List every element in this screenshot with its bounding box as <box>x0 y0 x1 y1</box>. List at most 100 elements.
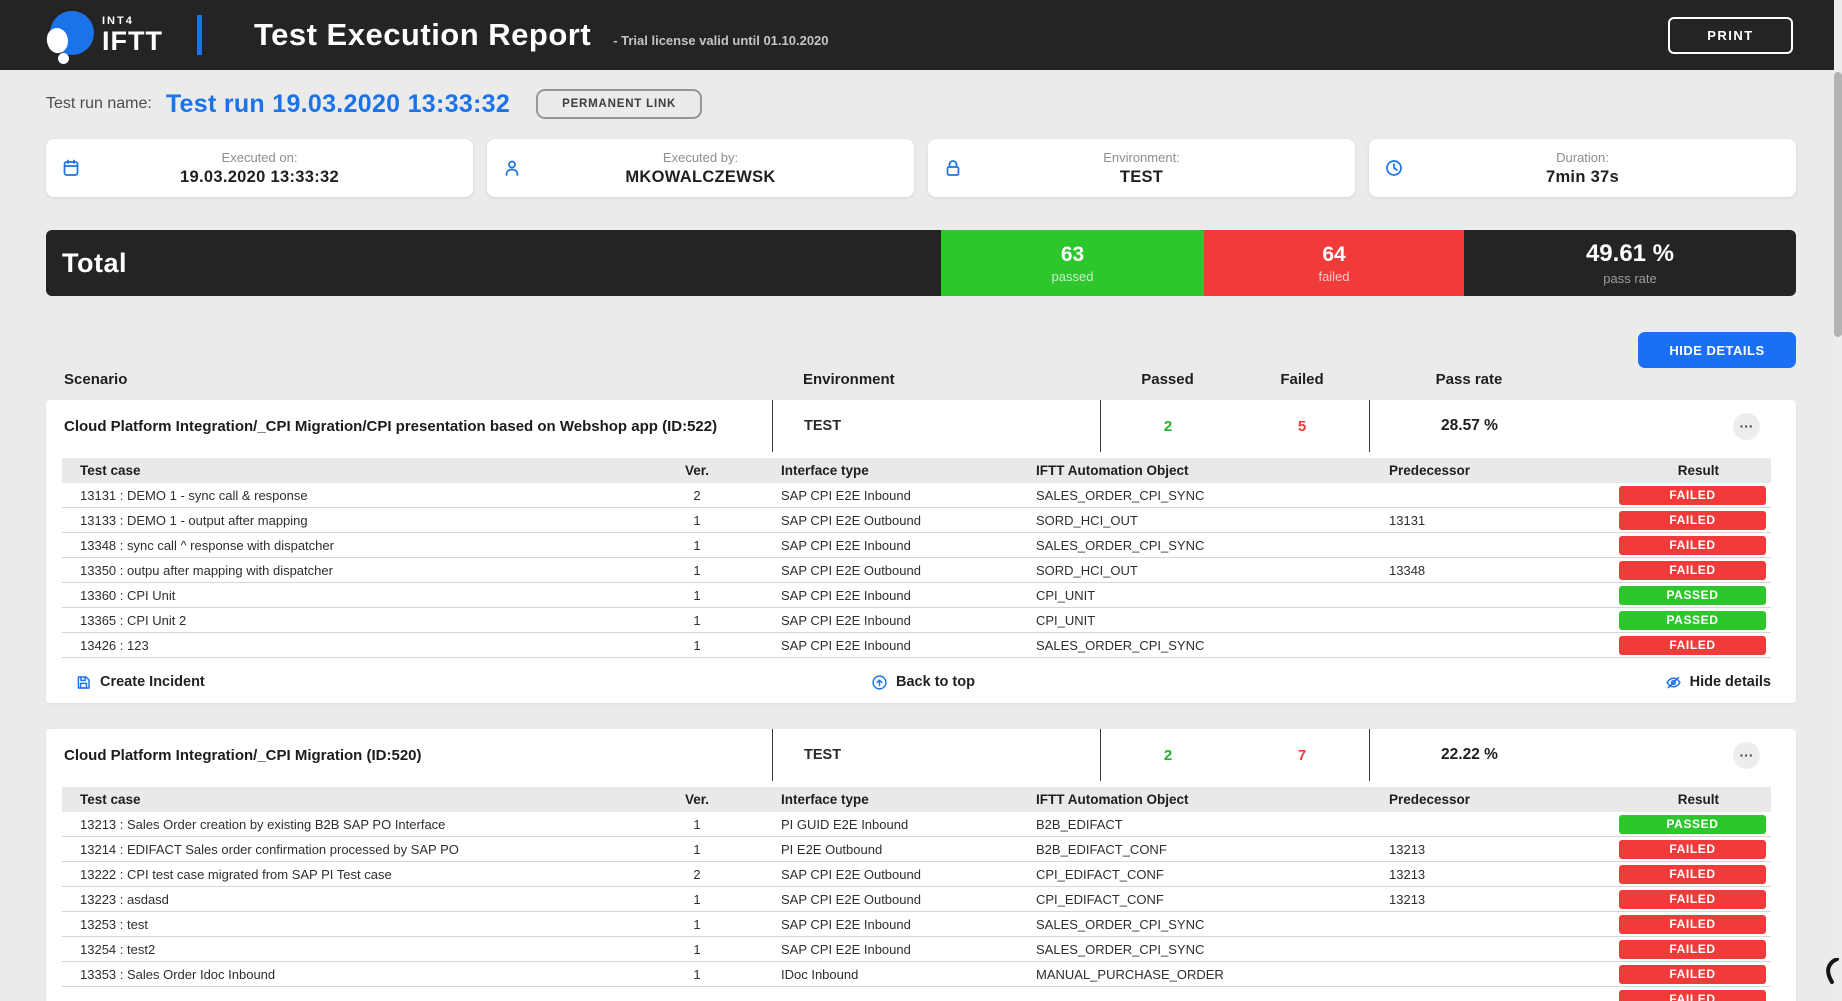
test-case-version: 1 <box>693 512 701 528</box>
test-case-automation: MANUAL_PURCHASE_ORDER <box>1036 966 1224 982</box>
test-case-rows: 13131 : DEMO 1 - sync call & response 2 … <box>62 483 1771 658</box>
column-automation-object: IFTT Automation Object <box>1036 792 1189 807</box>
result-badge: FAILED <box>1619 939 1766 959</box>
test-case-row: 13223 : asdasd 1 SAP CPI E2E Outbound CP… <box>62 887 1771 912</box>
test-run-name-value: Test run 19.03.2020 13:33:32 <box>165 89 511 118</box>
total-pass-rate-label: pass rate <box>1603 271 1657 286</box>
column-passed: Passed <box>1141 371 1194 388</box>
test-case-table: Test case Ver. Interface type IFTT Autom… <box>62 787 1771 1001</box>
result-badge: PASSED <box>1619 585 1766 605</box>
hide-details-button[interactable]: HIDE DETAILS <box>1638 332 1796 368</box>
test-case-table-header: Test case Ver. Interface type IFTT Autom… <box>62 458 1771 483</box>
test-case-version: 1 <box>693 612 701 628</box>
test-case-interface: SAP CPI E2E Inbound <box>781 612 911 628</box>
scenario-pass-rate: 22.22 % <box>1369 729 1569 781</box>
card-value: 19.03.2020 13:33:32 <box>180 167 339 186</box>
column-result: Result <box>1677 463 1719 478</box>
column-test-case: Test case <box>80 463 141 478</box>
lock-icon <box>943 158 963 178</box>
test-case-name: 13131 : DEMO 1 - sync call & response <box>80 487 308 503</box>
card-value: 7min 37s <box>1545 167 1620 186</box>
test-case-row: 13253 : test 1 SAP CPI E2E Inbound SALES… <box>62 912 1771 937</box>
print-button[interactable]: PRINT <box>1668 16 1793 54</box>
test-case-automation: CPI_EDIFACT_CONF <box>1036 891 1164 907</box>
test-case-version: 1 <box>693 966 701 982</box>
test-case-table: Test case Ver. Interface type IFTT Autom… <box>62 458 1771 658</box>
column-predecessor: Predecessor <box>1389 792 1471 807</box>
test-case-row: 13348 : sync call ^ response with dispat… <box>62 533 1771 558</box>
scenario-footer: Create Incident Back to top Hide details <box>75 671 1771 693</box>
column-failed: Failed <box>1280 371 1324 388</box>
license-note: - Trial license valid until 01.10.2020 <box>613 33 829 48</box>
card-value: MKOWALCZEWSK <box>625 167 776 186</box>
result-badge: FAILED <box>1619 485 1766 505</box>
create-incident-link[interactable]: Create Incident <box>75 674 205 691</box>
test-case-interface: SAP CPI E2E Outbound <box>781 562 921 578</box>
test-case-version: 1 <box>693 916 701 932</box>
test-case-version: 1 <box>693 537 701 553</box>
total-passed-block: 63 passed <box>941 230 1204 296</box>
test-case-interface: SAP CPI E2E Outbound <box>781 891 921 907</box>
total-passed-label: passed <box>1051 268 1094 284</box>
test-case-name: 13133 : DEMO 1 - output after mapping <box>80 512 308 528</box>
card-environment: Environment: TEST <box>928 139 1355 197</box>
test-case-version: 1 <box>693 587 701 603</box>
card-duration: Duration: 7min 37s <box>1369 139 1796 197</box>
scrollbar-track[interactable] <box>1834 0 1842 1001</box>
test-case-name: 13253 : test <box>80 916 148 932</box>
test-case-row: 13353 : Sales Order Idoc Inbound 1 IDoc … <box>62 962 1771 987</box>
card-executed-on: Executed on: 19.03.2020 13:33:32 <box>46 139 473 197</box>
logo-icon <box>43 9 94 64</box>
scenario-name: Cloud Platform Integration/_CPI Migratio… <box>64 746 422 764</box>
column-scenario: Scenario <box>64 371 128 388</box>
result-badge: FAILED <box>1619 889 1766 909</box>
test-case-row: 13222 : CPI test case migrated from SAP … <box>62 862 1771 887</box>
test-case-predecessor: 13348 <box>1389 562 1426 578</box>
card-label: Duration: <box>1556 149 1609 165</box>
test-case-row: 13426 : 123 1 SAP CPI E2E Inbound SALES_… <box>62 633 1771 658</box>
hide-details-link[interactable]: Hide details <box>1665 674 1771 691</box>
scrollbar-thumb[interactable] <box>1834 72 1842 337</box>
scenario-passed: 2 <box>1100 729 1235 781</box>
test-run-row: Test run name: Test run 19.03.2020 13:33… <box>46 89 1796 119</box>
test-case-version: 2 <box>693 487 701 503</box>
scenario-pass-rate: 28.57 % <box>1369 400 1569 452</box>
scenario-passed: 2 <box>1100 400 1235 452</box>
result-badge: FAILED <box>1619 864 1766 884</box>
test-case-automation: SORD_HCI_OUT <box>1036 512 1138 528</box>
test-case-automation: B2B_EDIFACT_CONF <box>1036 841 1167 857</box>
calendar-icon <box>61 158 81 178</box>
total-label: Total <box>46 230 941 296</box>
test-case-interface: IDoc Inbound <box>781 966 859 982</box>
test-case-rows: 13213 : Sales Order creation by existing… <box>62 812 1771 1001</box>
scenario-environment: TEST <box>772 729 1100 781</box>
test-case-interface: SAP CPI E2E Inbound <box>781 916 911 932</box>
scenario-summary-row: Cloud Platform Integration/_CPI Migratio… <box>46 400 1796 452</box>
permanent-link-button[interactable]: PERMANENT LINK <box>536 89 703 119</box>
result-badge: FAILED <box>1619 535 1766 555</box>
total-summary-bar: Total 63 passed 64 failed 49.61 % pass r… <box>46 230 1796 296</box>
scenario-failed: 5 <box>1297 417 1307 435</box>
test-case-name: 13348 : sync call ^ response with dispat… <box>80 537 334 553</box>
test-case-row: 13131 : DEMO 1 - sync call & response 2 … <box>62 483 1771 508</box>
test-case-row: 13350 : outpu after mapping with dispatc… <box>62 558 1771 583</box>
test-case-row: 13213 : Sales Order creation by existing… <box>62 812 1771 837</box>
test-case-version: 1 <box>693 816 701 832</box>
result-badge: FAILED <box>1619 914 1766 934</box>
test-run-name-label: Test run name: <box>46 95 152 112</box>
card-label: Executed by: <box>662 149 739 165</box>
test-case-name: 13360 : CPI Unit <box>80 587 176 603</box>
result-badge: FAILED <box>1619 560 1766 580</box>
result-badge: FAILED <box>1619 839 1766 859</box>
test-case-row: 13133 : DEMO 1 - output after mapping 1 … <box>62 508 1771 533</box>
scenario-environment: TEST <box>772 400 1100 452</box>
test-case-automation: SORD_HCI_OUT <box>1036 562 1138 578</box>
more-options-button[interactable]: ··· <box>1733 741 1760 769</box>
more-options-button[interactable]: ··· <box>1733 412 1760 440</box>
test-case-version: 1 <box>693 941 701 957</box>
test-case-version: 2 <box>693 866 701 882</box>
test-case-name: 13365 : CPI Unit 2 <box>80 612 187 628</box>
scenario-summary-row: Cloud Platform Integration/_CPI Migratio… <box>46 729 1796 781</box>
back-to-top-link[interactable]: Back to top <box>871 674 975 691</box>
card-executed-by: Executed by: MKOWALCZEWSK <box>487 139 914 197</box>
